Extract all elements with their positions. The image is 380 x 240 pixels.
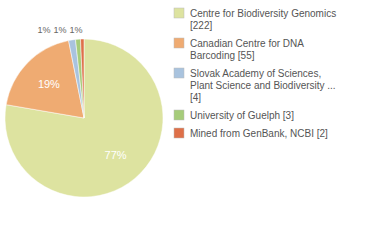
slice (5, 39, 163, 197)
legend: Centre for Biodiversity Genomics[222] Can… (174, 8, 336, 139)
legend-line: Barcoding [55] (190, 50, 255, 61)
legend-label: University of Guelph [3] (190, 110, 294, 121)
legend-swatch (174, 8, 184, 18)
legend-line: Canadian Centre for DNA (190, 38, 304, 49)
legend-line: Plant Science and Biodiversity ... (190, 80, 336, 91)
slice (69, 39, 84, 118)
legend-label: Slovak Academy of Sciences,Plant Science… (190, 68, 336, 103)
legend-label: Centre for Biodiversity Genomics[222] (190, 8, 336, 31)
legend-line: Slovak Academy of Sciences, (190, 68, 321, 79)
legend-swatch (174, 110, 184, 120)
data-labels: 77%19%1%1%1% (37, 25, 126, 161)
legend-line: Mined from GenBank, NCBI [2] (190, 128, 328, 139)
pie (5, 39, 163, 197)
legend-line: Centre for Biodiversity Genomics (190, 8, 336, 19)
data-label: 77% (105, 149, 127, 161)
data-label: 1% (53, 25, 66, 35)
legend-swatch (174, 128, 184, 138)
chart: 77%19%1%1%1%Centre for Biodiversity Geno… (0, 0, 380, 240)
legend-label: Mined from GenBank, NCBI [2] (190, 128, 328, 139)
legend-swatch (174, 68, 184, 78)
slice (80, 39, 84, 118)
data-label: 19% (38, 78, 60, 90)
page: {"chart_data": {"type": "pie", "categori… (0, 0, 380, 240)
data-label: 1% (69, 25, 82, 35)
legend-swatch (174, 38, 184, 48)
data-label: 1% (37, 25, 50, 35)
legend-label: Canadian Centre for DNABarcoding [55] (190, 38, 304, 61)
legend-line: [4] (190, 92, 201, 103)
legend-line: University of Guelph [3] (190, 110, 294, 121)
slice (76, 39, 84, 118)
legend-line: [222] (190, 20, 212, 31)
